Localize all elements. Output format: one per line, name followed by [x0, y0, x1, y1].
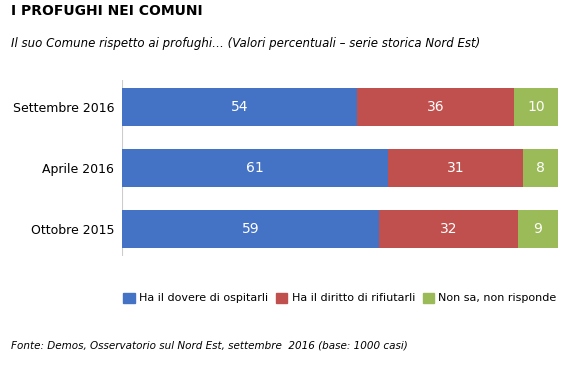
Text: 36: 36 — [427, 100, 444, 114]
Bar — [122, 149, 388, 187]
Bar — [523, 149, 558, 187]
Bar — [518, 210, 558, 247]
Bar — [388, 149, 523, 187]
Text: Fonte: Demos, Osservatorio sul Nord Est, settembre  2016 (base: 1000 casi): Fonte: Demos, Osservatorio sul Nord Est,… — [11, 341, 408, 350]
Bar — [514, 88, 558, 126]
Bar — [357, 88, 514, 126]
Text: 8: 8 — [536, 161, 545, 175]
Text: 31: 31 — [447, 161, 464, 175]
Bar — [379, 210, 518, 247]
Text: 9: 9 — [534, 222, 542, 236]
Text: 59: 59 — [242, 222, 259, 236]
Text: I PROFUGHI NEI COMUNI: I PROFUGHI NEI COMUNI — [11, 4, 203, 18]
Legend: Ha il dovere di ospitarli, Ha il diritto di rifiutarli, Non sa, non risponde: Ha il dovere di ospitarli, Ha il diritto… — [123, 293, 556, 303]
Text: 10: 10 — [527, 100, 545, 114]
Text: Il suo Comune rispetto ai profughi… (Valori percentuali – serie storica Nord Est: Il suo Comune rispetto ai profughi… (Val… — [11, 36, 481, 50]
Bar — [122, 210, 379, 247]
Bar — [122, 88, 357, 126]
Text: 54: 54 — [231, 100, 249, 114]
Text: 61: 61 — [246, 161, 264, 175]
Text: 32: 32 — [440, 222, 457, 236]
